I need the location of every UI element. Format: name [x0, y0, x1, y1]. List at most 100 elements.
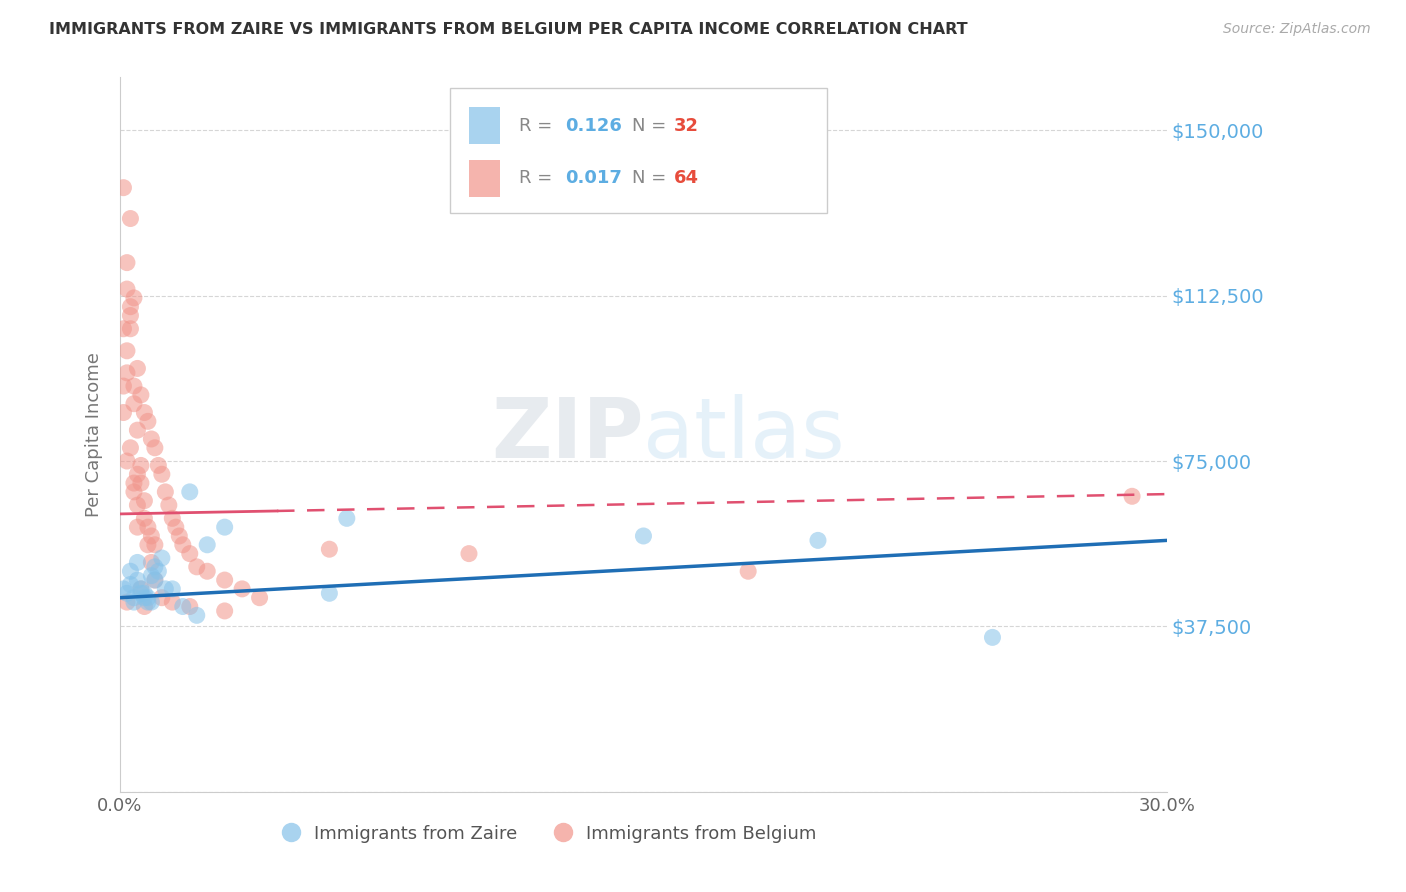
Point [115, 343, 138, 358]
Text: atlas: atlas [644, 394, 845, 475]
Point [195, 564, 218, 578]
Point [122, 595, 145, 609]
Point [172, 538, 194, 552]
Point [127, 467, 149, 482]
Point [186, 559, 208, 574]
Bar [468, 160, 501, 197]
Point [129, 582, 152, 596]
Point [134, 586, 156, 600]
Text: Source: ZipAtlas.com: Source: ZipAtlas.com [1223, 22, 1371, 37]
Point [150, 551, 173, 566]
Point [120, 441, 142, 455]
Point [115, 586, 138, 600]
Text: 64: 64 [673, 169, 699, 187]
Point [112, 405, 135, 419]
Point [141, 556, 163, 570]
Point [231, 582, 253, 596]
Point [336, 511, 359, 525]
Point [120, 300, 142, 314]
Point [150, 467, 173, 482]
Point [186, 608, 208, 623]
Point [136, 414, 159, 428]
Text: 32: 32 [673, 117, 699, 135]
Point [633, 529, 655, 543]
Point [129, 586, 152, 600]
Point [162, 511, 184, 525]
Point [122, 291, 145, 305]
Point [115, 595, 138, 609]
Point [981, 631, 1004, 645]
FancyBboxPatch shape [450, 88, 827, 213]
Point [162, 595, 184, 609]
Point [141, 568, 163, 582]
Point [179, 484, 201, 499]
Point [150, 591, 173, 605]
Point [141, 595, 163, 609]
Point [122, 591, 145, 605]
Point [148, 564, 170, 578]
Point [318, 542, 340, 557]
Text: ZIP: ZIP [491, 394, 644, 475]
Point [129, 388, 152, 402]
Point [129, 476, 152, 491]
Point [122, 484, 145, 499]
Point [122, 379, 145, 393]
Point [136, 520, 159, 534]
Point [134, 511, 156, 525]
Point [179, 547, 201, 561]
Point [195, 538, 218, 552]
Point [134, 405, 156, 419]
Point [127, 361, 149, 376]
Point [115, 255, 138, 269]
Point [127, 556, 149, 570]
Point [458, 547, 481, 561]
Point [165, 520, 187, 534]
Point [136, 538, 159, 552]
Point [214, 604, 236, 618]
Point [122, 397, 145, 411]
Point [134, 591, 156, 605]
Point [136, 591, 159, 605]
Point [179, 599, 201, 614]
Text: R =: R = [519, 169, 558, 187]
Point [214, 520, 236, 534]
Y-axis label: Per Capita Income: Per Capita Income [86, 352, 103, 517]
Point [141, 529, 163, 543]
Point [112, 322, 135, 336]
Point [172, 599, 194, 614]
Point [127, 520, 149, 534]
Point [249, 591, 271, 605]
Text: 0.126: 0.126 [565, 117, 621, 135]
Point [112, 582, 135, 596]
Point [143, 538, 166, 552]
Point [148, 458, 170, 473]
Text: R =: R = [519, 117, 558, 135]
Point [120, 211, 142, 226]
Bar [468, 107, 501, 145]
Point [112, 180, 135, 194]
Point [155, 484, 177, 499]
Point [127, 498, 149, 512]
Point [115, 454, 138, 468]
Point [214, 573, 236, 587]
Text: 0.017: 0.017 [565, 169, 621, 187]
Point [155, 582, 177, 596]
Point [120, 564, 142, 578]
Point [127, 573, 149, 587]
Text: N =: N = [631, 169, 672, 187]
Point [807, 533, 830, 548]
Point [134, 599, 156, 614]
Point [120, 322, 142, 336]
Point [134, 493, 156, 508]
Point [129, 458, 152, 473]
Text: IMMIGRANTS FROM ZAIRE VS IMMIGRANTS FROM BELGIUM PER CAPITA INCOME CORRELATION C: IMMIGRANTS FROM ZAIRE VS IMMIGRANTS FROM… [49, 22, 967, 37]
Point [120, 309, 142, 323]
Legend: Immigrants from Zaire, Immigrants from Belgium: Immigrants from Zaire, Immigrants from B… [274, 817, 824, 851]
Point [122, 476, 145, 491]
Point [115, 282, 138, 296]
Point [120, 577, 142, 591]
Point [127, 423, 149, 437]
Point [169, 529, 191, 543]
Point [157, 498, 180, 512]
Point [318, 586, 340, 600]
